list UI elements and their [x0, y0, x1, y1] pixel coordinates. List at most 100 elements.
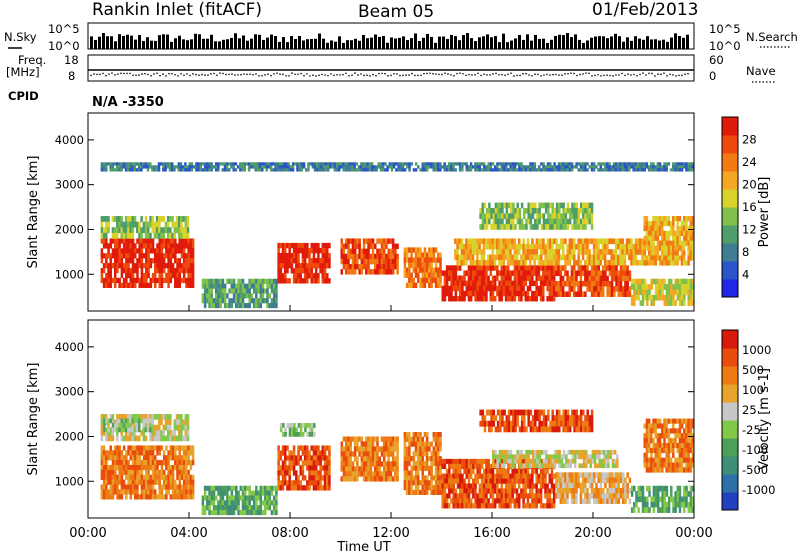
heatmap-cell [540, 202, 544, 209]
heatmap-cell [572, 280, 576, 287]
heatmap-cell [501, 207, 504, 214]
heatmap-cell [127, 450, 130, 456]
heatmap-cell [261, 485, 265, 491]
heatmap-cell [156, 258, 159, 264]
heatmap-cell [540, 243, 543, 250]
heatmap-cell [517, 290, 521, 297]
heatmap-cell [184, 424, 188, 431]
heatmap-cell [232, 168, 235, 172]
heatmap-cell [652, 245, 655, 251]
noise-bar [330, 40, 333, 49]
heatmap-cell [284, 242, 287, 249]
heatmap-cell [129, 238, 133, 244]
heatmap-cell [428, 257, 431, 263]
heatmap-cell [223, 293, 227, 299]
heatmap-cell [197, 165, 200, 169]
heatmap-cell [145, 258, 148, 264]
heatmap-cell [175, 424, 179, 431]
heatmap-cell [105, 474, 108, 480]
heatmap-cell [434, 436, 438, 442]
heatmap-cell [652, 294, 656, 301]
heatmap-cell [667, 220, 671, 227]
heatmap-cell [652, 225, 655, 232]
heatmap-cell [105, 427, 108, 433]
heatmap-cell [504, 270, 508, 276]
heatmap-cell [606, 243, 609, 250]
heatmap-cell [601, 254, 605, 261]
heatmap-cell [432, 451, 436, 457]
heatmap-cell [100, 460, 104, 466]
heatmap-cell [333, 168, 337, 172]
heatmap-cell [617, 243, 620, 250]
heatmap-cell [509, 290, 512, 297]
heatmap-cell [319, 465, 322, 471]
heatmap-cell [306, 278, 309, 284]
heatmap-cell [645, 165, 649, 169]
heatmap-cell [592, 165, 596, 169]
heatmap-cell [612, 162, 616, 166]
heatmap-cell [506, 259, 510, 266]
nave-tick-top: 60 [709, 53, 724, 67]
heatmap-cell [295, 460, 298, 466]
heatmap-cell [362, 451, 366, 457]
heatmap-cell [129, 423, 132, 428]
noise-bar [470, 38, 473, 49]
heatmap-cell [577, 218, 581, 225]
heatmap-cell [113, 460, 117, 466]
heatmap-cell [491, 238, 495, 245]
heatmap-cell [301, 268, 305, 274]
heatmap-cell [177, 435, 181, 442]
heatmap-cell [303, 247, 307, 254]
heatmap-cell [329, 165, 332, 169]
heatmap-cell [617, 168, 620, 172]
heatmap-cell [154, 277, 157, 284]
heatmap-cell [281, 465, 285, 471]
heatmap-cell [164, 419, 168, 426]
heatmap-cell [540, 224, 544, 230]
heatmap-cell [531, 202, 535, 209]
heatmap-cell [610, 168, 613, 172]
heatmap-cell [182, 227, 185, 234]
heatmap-cell [308, 258, 311, 264]
heatmap-cell [266, 490, 269, 496]
heatmap-cell [463, 275, 466, 281]
heatmap-cell [490, 207, 493, 214]
heatmap-cell [558, 207, 561, 214]
heatmap-cell [515, 162, 519, 166]
heatmap-cell [301, 263, 305, 269]
heatmap-cell [559, 280, 563, 287]
heatmap-cell [129, 216, 132, 222]
heatmap-cell [373, 168, 376, 172]
heatmap-cell [113, 243, 117, 249]
heatmap-cell [513, 280, 517, 287]
heatmap-cell [158, 414, 161, 420]
heatmap-cell [295, 470, 298, 476]
heatmap-cell [155, 216, 159, 222]
heatmap-cell [434, 168, 438, 172]
heatmap-cell [162, 435, 165, 442]
heatmap-cell [546, 243, 550, 250]
heatmap-cell [118, 216, 121, 222]
heatmap-cell [500, 238, 503, 245]
heatmap-cell [621, 165, 624, 169]
noise-bar [446, 39, 449, 49]
nave-dot [522, 72, 524, 75]
heatmap-cell [396, 441, 399, 447]
heatmap-cell [410, 282, 413, 289]
heatmap-cell [552, 280, 556, 287]
heatmap-cell [217, 283, 220, 289]
heatmap-cell [178, 263, 181, 269]
heatmap-cell [292, 485, 296, 491]
heatmap-cell [410, 485, 413, 491]
heatmap-cell [102, 238, 106, 244]
heatmap-cell [432, 162, 435, 166]
heatmap-cell [135, 435, 139, 442]
colorbar-frame [721, 116, 739, 298]
heatmap-cell [647, 165, 651, 169]
heatmap-cell [546, 285, 549, 292]
heatmap-cell [550, 265, 554, 271]
heatmap-cell [680, 284, 684, 290]
noise-tick-right-bottom: 10^0 [709, 39, 741, 53]
heatmap-cell [306, 263, 309, 269]
heatmap-cell [206, 283, 209, 289]
